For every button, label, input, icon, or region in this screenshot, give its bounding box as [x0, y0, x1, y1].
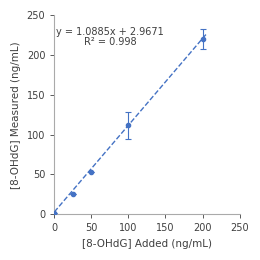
Y-axis label: [8-OHdG] Measured (ng/mL): [8-OHdG] Measured (ng/mL) — [11, 41, 21, 188]
X-axis label: [8-OHdG] Added (ng/mL): [8-OHdG] Added (ng/mL) — [82, 239, 212, 249]
Text: y = 1.0885x + 2.9671: y = 1.0885x + 2.9671 — [56, 27, 164, 37]
Text: R² = 0.998: R² = 0.998 — [83, 37, 136, 47]
